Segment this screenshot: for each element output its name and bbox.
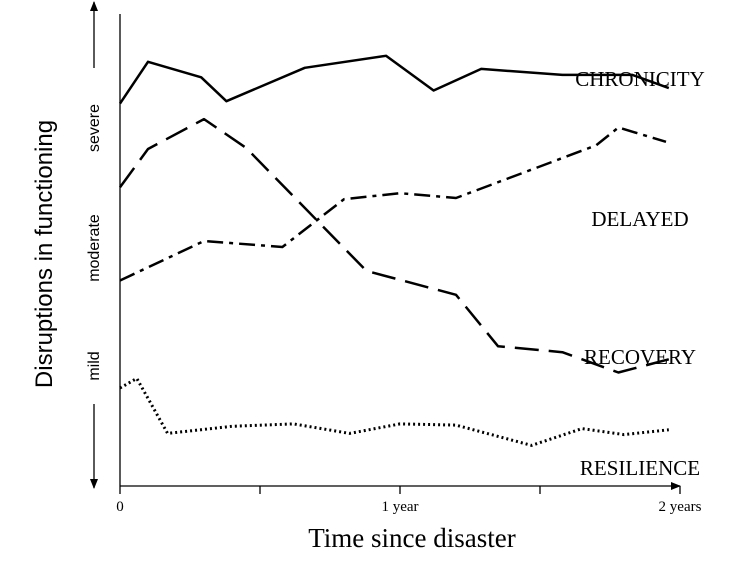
series-line-recovery — [118, 117, 670, 374]
series-line-resilience — [119, 376, 669, 447]
y-level-mild: mild — [86, 351, 103, 380]
y-axis-title: Disruptions in functioning — [31, 120, 58, 388]
y-level-severe: severe — [86, 104, 103, 152]
x-ticks: 0 1 year 2 years — [116, 486, 702, 515]
y-level-labels: mild moderate severe — [86, 104, 103, 381]
x-axis-title: Time since disaster — [308, 523, 515, 553]
x-tick-label: 1 year — [381, 499, 418, 515]
series-line-chronicity — [118, 54, 670, 105]
series-labels: CHRONICITY DELAYED RECOVERY RESILIENCE — [575, 67, 705, 480]
x-tick-label: 2 years — [659, 499, 702, 515]
series-label-recovery: RECOVERY — [584, 345, 696, 369]
series-label-resilience: RESILIENCE — [580, 456, 700, 480]
series-label-chronicity: CHRONICITY — [575, 67, 705, 91]
series-label-delayed: DELAYED — [591, 207, 688, 231]
series-lines — [118, 54, 670, 447]
x-tick-label: 0 — [116, 499, 124, 515]
series-line-delayed — [119, 126, 667, 282]
y-level-moderate: moderate — [86, 214, 103, 282]
